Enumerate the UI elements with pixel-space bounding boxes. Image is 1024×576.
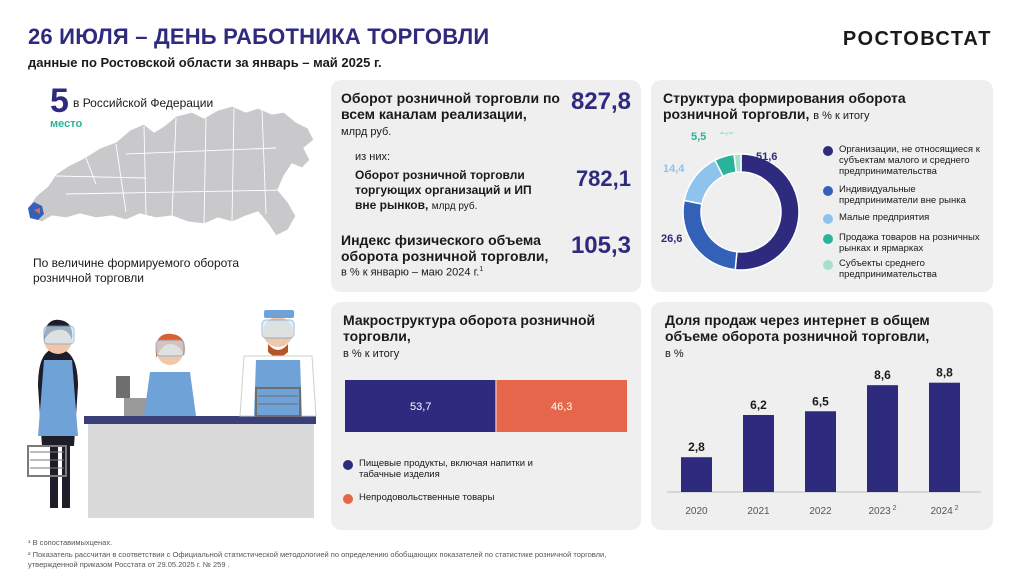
legend-dot-icon (343, 460, 353, 470)
internet-bar-2022 (805, 411, 836, 492)
structure-legend-item-2: Индивидуальные предприниматели вне рынка (823, 184, 985, 206)
internet-x-tick-label: 2024 2 (930, 505, 958, 517)
turnover-of-which: из них: (355, 151, 391, 163)
macrostructure-title: Макроструктура оборота розничной торговл… (343, 312, 596, 344)
donut-value-label-2: 26,6 (661, 233, 682, 245)
structure-legend-label: Субъекты среднего предпринимательства (839, 258, 937, 280)
donut-slice-1 (734, 153, 800, 271)
macrostructure-card: Макроструктура оборота розничной торговл… (331, 302, 641, 530)
stack-segment-2 (496, 380, 627, 432)
donut-value-label-5: 1,9 (719, 132, 734, 137)
structure-donut-chart: 51,6 26,6 14,4 5,5 1,9 (661, 132, 800, 271)
rank-place-label: место (50, 118, 83, 130)
structure-unit: в % к итогу (813, 110, 870, 122)
turnover-unit: млрд руб. (341, 126, 392, 138)
stack-segment-1 (345, 380, 496, 432)
sub-turnover-unit: млрд руб. (431, 201, 478, 212)
internet-bar-value-label: 6,5 (812, 394, 829, 408)
structure-legend-label: Индивидуальные предприниматели вне рынка (839, 184, 966, 206)
volume-index-footnote-mark: 1 (479, 266, 484, 273)
retail-workers-illustration (27, 310, 317, 518)
structure-legend-item-5: Субъекты среднего предпринимательства (823, 258, 985, 280)
sub-turnover-title-text: Оборот розничной торговли торгующих орга… (355, 168, 532, 212)
footnote-1: ¹ В сопоставимыхценах. (28, 538, 113, 547)
footnote-2: ² Показатель рассчитан в соответствии с … (28, 550, 607, 559)
internet-x-tick-footnote-mark: 2 (953, 505, 959, 512)
legend-dot-icon (823, 186, 833, 196)
footnote-3: утвержденной приказом Росстата от 29.05.… (28, 560, 230, 569)
structure-legend-label: Продажа товаров на розничных рынках и яр… (839, 232, 980, 254)
donut-value-label-1: 51,6 (756, 151, 777, 163)
brand-logo: РОСТОВСТАТ (842, 28, 992, 50)
donut-value-label-4: 5,5 (691, 132, 706, 143)
internet-bar-2021 (743, 414, 774, 492)
volume-index-value: 105,3 (570, 232, 631, 259)
legend-dot-icon (823, 146, 833, 156)
legend-dot-icon (343, 494, 353, 504)
structure-legend-label: Малые предприятия (839, 212, 930, 223)
internet-x-tick-label: 2021 (747, 506, 770, 517)
internet-bar-value-label: 6,2 (750, 398, 767, 412)
macrostructure-legend-label: Пищевые продукты, включая напитки и таба… (359, 458, 533, 480)
donut-slice-5 (733, 153, 742, 174)
donut-value-label-3: 14,4 (663, 163, 685, 175)
macrostructure-legend-item-1: Пищевые продукты, включая напитки и таба… (343, 458, 543, 480)
rank-text: в Российской Федерации (73, 96, 214, 110)
volume-index-unit: в % к январю – маю 2024 г.1 (341, 266, 483, 279)
internet-share-unit: в % (665, 348, 684, 360)
legend-dot-icon (823, 234, 833, 244)
structure-legend-item-1: Организации, не относящиеся к субъектам … (823, 144, 985, 177)
structure-legend-label: Организации, не относящиеся к субъектам … (839, 144, 980, 177)
structure-legend-item-4: Продажа товаров на розничных рынках и яр… (823, 232, 985, 254)
macrostructure-legend-label: Непродовольственные товары (359, 492, 495, 503)
volume-index-unit-text: в % к январю – маю 2024 г. (341, 266, 480, 279)
sub-turnover-value: 782,1 (575, 166, 631, 191)
macrostructure-unit: в % к итогу (343, 348, 400, 360)
internet-share-title: Доля продаж через интернет в общем объем… (665, 312, 930, 344)
internet-x-tick-footnote-mark: 2 (891, 505, 897, 512)
macrostructure-legend-item-2: Непродовольственные товары (343, 492, 543, 504)
turnover-card: Оборот розничной торговли по всем канала… (331, 80, 641, 292)
internet-bar-value-label: 2,8 (688, 440, 705, 454)
internet-x-tick-label: 2023 2 (868, 505, 896, 517)
rank-number: 5 (50, 82, 69, 120)
russia-map-illustration (27, 105, 315, 237)
structure-title: Структура формирования оборота розничной… (663, 90, 953, 124)
rank-note: По величине формируемого оборота розничн… (33, 256, 240, 285)
legend-dot-icon (823, 260, 833, 270)
legend-dot-icon (823, 214, 833, 224)
turnover-title: Оборот розничной торговли по всем канала… (341, 90, 560, 122)
internet-bar-value-label: 8,6 (874, 368, 891, 382)
donut-slice-3 (683, 159, 725, 205)
volume-index-title: Индекс физического объема оборота рознич… (341, 232, 549, 264)
internet-bar-2023 (867, 385, 898, 492)
page-title: 26 ИЮЛЯ – ДЕНЬ РАБОТНИКА ТОРГОВЛИ (28, 24, 490, 49)
internet-share-card: Доля продаж через интернет в общем объем… (651, 302, 993, 530)
page-subtitle: данные по Ростовской области за январь –… (28, 55, 382, 70)
internet-x-tick-label: 2020 (685, 506, 708, 517)
turnover-value: 827,8 (570, 88, 631, 115)
internet-x-tick-label: 2022 (809, 506, 832, 517)
internet-bar-2020 (681, 457, 712, 492)
internet-bar-value-label: 8,8 (936, 366, 953, 380)
stack-value-label-1: 53,7 (410, 401, 431, 413)
internet-share-bar-chart: 2,8 2020 6,2 2021 6,5 2022 8,6 2023 2 8,8 2024 2 (667, 366, 981, 517)
structure-legend-item-3: Малые предприятия (823, 212, 985, 224)
structure-card: Структура формирования оборота розничной… (651, 80, 993, 292)
sub-turnover-title: Оборот розничной торговли торгующих орга… (355, 168, 555, 214)
structure-title-text: Структура формирования оборота розничной… (663, 90, 906, 122)
stack-value-label-2: 46,3 (551, 401, 572, 413)
donut-slice-2 (682, 199, 738, 271)
internet-bar-2024 (929, 382, 960, 492)
macrostructure-stacked-bar: 53,7 46,3 (345, 380, 627, 432)
